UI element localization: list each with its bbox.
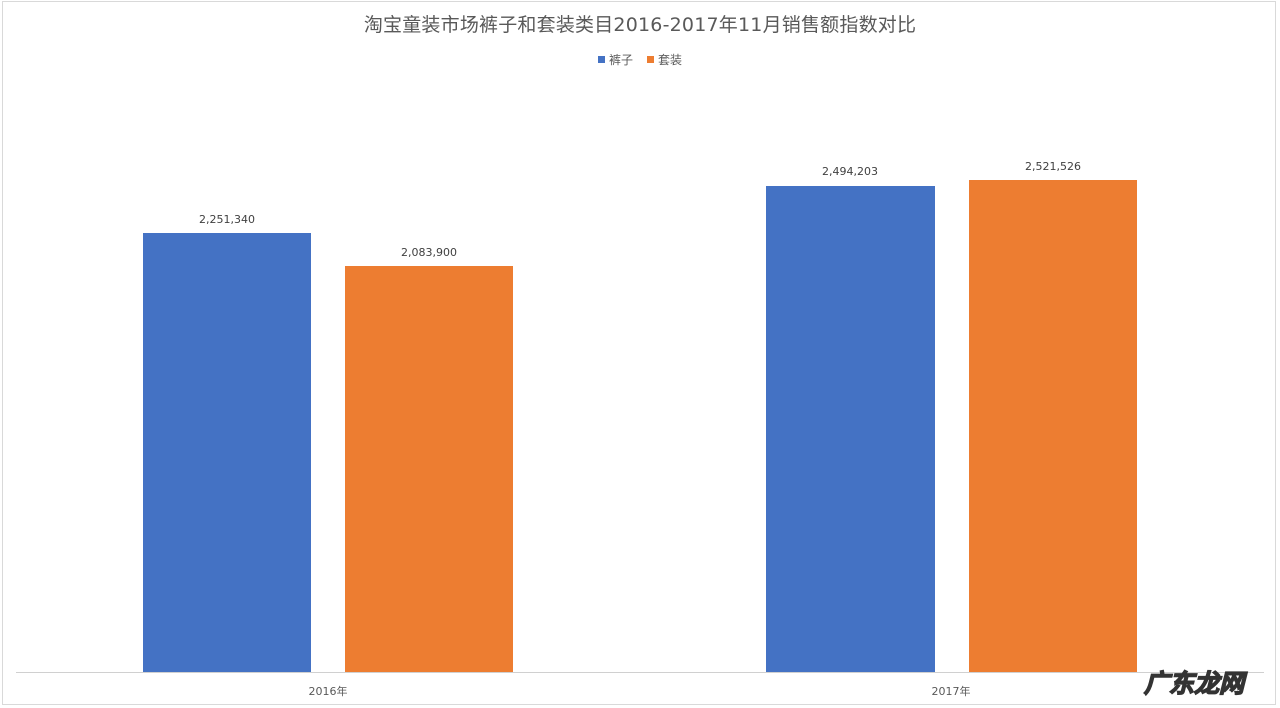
legend-swatch-sets [647, 56, 654, 63]
bar-2017-pants [766, 186, 935, 673]
legend: 裤子 套装 [0, 51, 1280, 68]
x-axis-line [16, 672, 1264, 673]
legend-item-sets: 套装 [647, 51, 682, 68]
bar-2017-sets [969, 180, 1137, 673]
bar-value-label: 2,494,203 [822, 165, 878, 178]
legend-label-pants: 裤子 [608, 53, 633, 67]
bar-value-label: 2,521,526 [1025, 160, 1081, 173]
x-tick-label-2017: 2017年 [931, 685, 971, 698]
bar-value-label: 2,251,340 [199, 213, 255, 226]
watermark-logo: 广东龙网 [1143, 668, 1245, 698]
legend-label-sets: 套装 [658, 53, 683, 67]
bar-2016-pants [143, 233, 311, 673]
legend-swatch-pants [597, 56, 605, 63]
x-tick-label-2016: 2016年 [308, 685, 348, 698]
bar-2016-sets [345, 266, 513, 673]
chart-title: 淘宝童装市场裤子和套装类目2016-2017年11月销售额指数对比 [363, 14, 917, 36]
bar-value-label: 2,083,900 [401, 246, 457, 259]
legend-item-pants: 裤子 [597, 51, 633, 68]
